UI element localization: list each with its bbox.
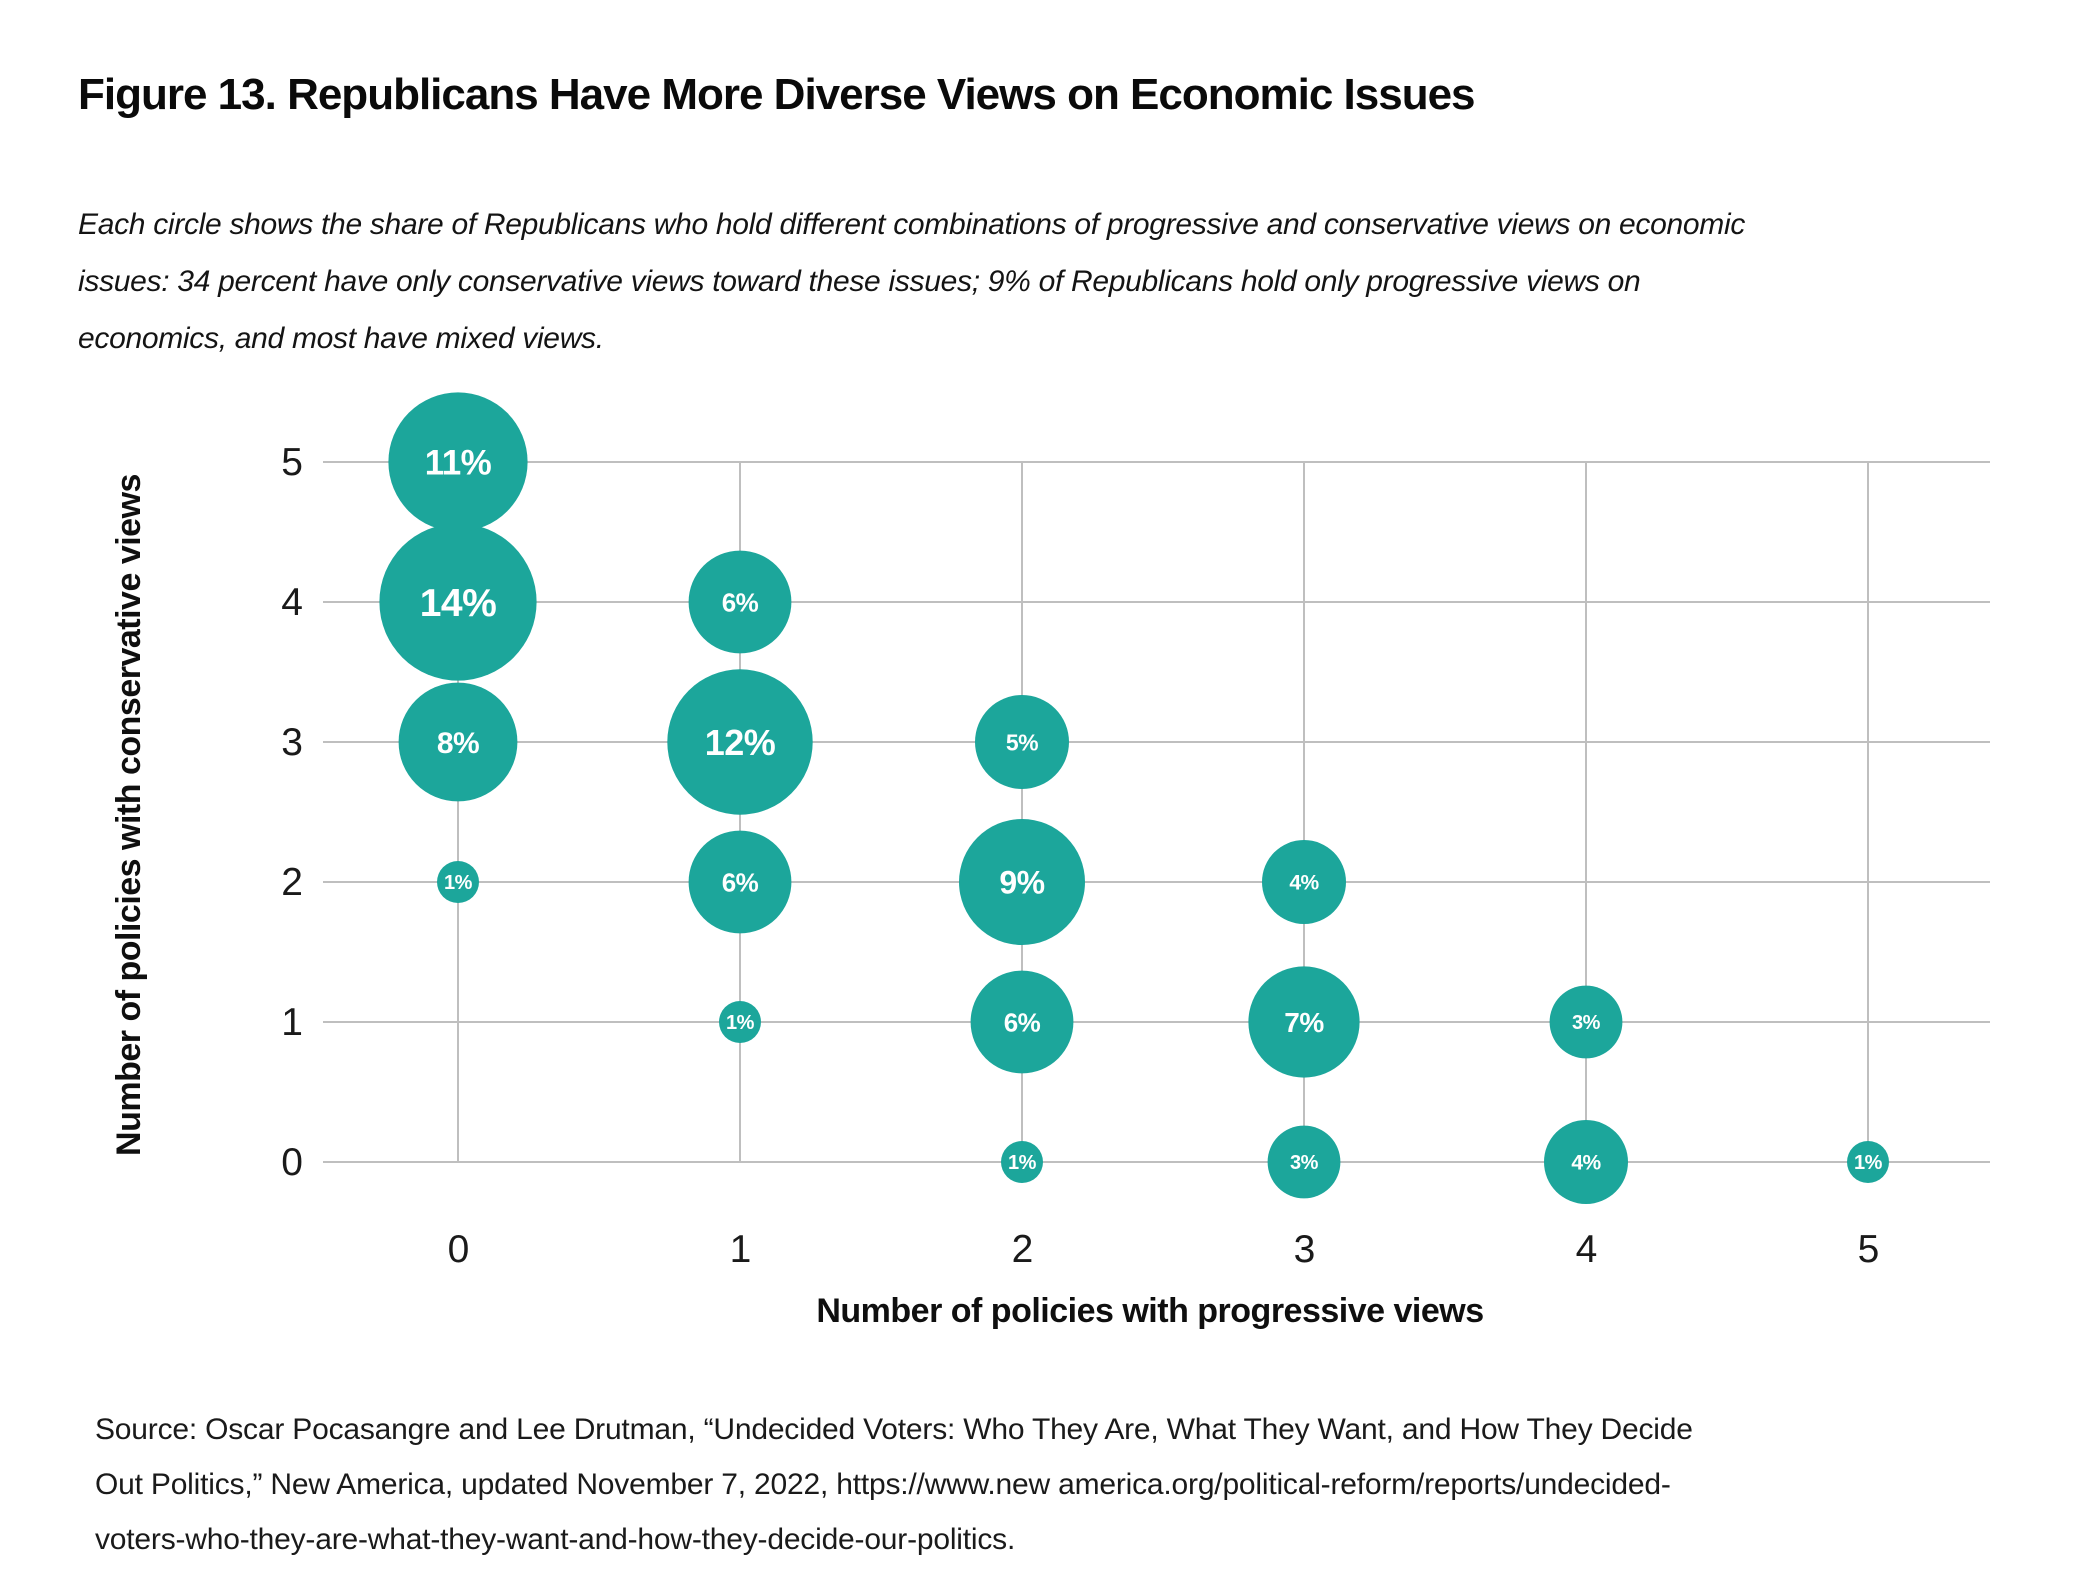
y-tick-label-3: 3 <box>281 721 302 764</box>
horizontal-gridlines <box>323 461 1990 1163</box>
bubble-label: 5% <box>1006 729 1038 755</box>
bubble <box>1549 985 1623 1059</box>
bubble-chart: 0 1 2 3 4 5 0 1 2 3 4 5 Number of policies with co… <box>110 392 1990 1330</box>
source-line-3: voters-who-they-are-what-they-want-and-h… <box>95 1523 1016 1556</box>
bubble-label: 7% <box>1284 1007 1324 1038</box>
y-tick-label-1: 1 <box>281 1001 302 1044</box>
bubble <box>1248 966 1360 1078</box>
bubble <box>688 830 792 934</box>
bubble <box>688 550 792 654</box>
bubble-label: 3% <box>1572 1012 1601 1034</box>
bubble <box>1847 1141 1889 1183</box>
bubble <box>959 819 1085 945</box>
bubble <box>398 682 518 802</box>
bubble-label: 1% <box>1008 1152 1037 1174</box>
figure-subtitle: Each circle shows the share of Republica… <box>78 196 1745 367</box>
bubble <box>1001 1141 1043 1183</box>
bubble-label: 4% <box>1289 872 1319 895</box>
bubble-labels-layer: 14% 12% 11% 9% 8% 7% 6% 6% 6% 5% 4% 4% 3% 3% 1% 1% 1% 1% <box>420 444 1883 1175</box>
bubble-label: 1% <box>444 872 473 894</box>
subtitle-line-1: Each circle shows the share of Republica… <box>78 208 1746 241</box>
x-tick-label-1: 1 <box>730 1228 751 1271</box>
x-axis-tick-labels: 0 1 2 3 4 5 <box>448 1228 1880 1271</box>
bubble-label: 11% <box>425 444 492 483</box>
x-axis-title: Number of policies with progressive view… <box>816 1292 1483 1330</box>
x-tick-label-5: 5 <box>1858 1228 1879 1271</box>
x-tick-label-4: 4 <box>1576 1228 1597 1271</box>
bubble <box>379 523 537 681</box>
y-tick-label-4: 4 <box>281 581 302 624</box>
bubble-label: 14% <box>420 582 497 625</box>
bubble <box>388 392 528 532</box>
bubble-label: 12% <box>705 722 776 763</box>
figure-title: Figure 13. Republicans Have More Diverse… <box>78 70 1476 119</box>
bubble-label: 3% <box>1290 1152 1319 1174</box>
bubble <box>667 669 813 815</box>
bubble-label: 4% <box>1571 1152 1601 1175</box>
x-tick-label-3: 3 <box>1294 1228 1315 1271</box>
y-axis-title: Number of policies with conservative vie… <box>110 474 148 1156</box>
bubble <box>437 861 479 903</box>
source-note: Source: Oscar Pocasangre and Lee Drutman… <box>95 1402 1693 1567</box>
y-tick-label-5: 5 <box>281 441 302 484</box>
bubble-label: 6% <box>722 587 759 617</box>
bubble-label: 6% <box>1004 1007 1041 1037</box>
bubble-label: 6% <box>722 867 759 897</box>
source-line-1: Source: Oscar Pocasangre and Lee Drutman… <box>95 1413 1693 1446</box>
bubble-label: 8% <box>437 727 479 760</box>
bubble-label: 1% <box>726 1012 755 1034</box>
source-line-2: Out Politics,” New America, updated Nove… <box>95 1468 1671 1501</box>
subtitle-line-3: economics, and most have mixed views. <box>78 322 604 355</box>
bubble <box>975 695 1069 789</box>
bubble-label: 9% <box>999 865 1044 901</box>
y-tick-label-0: 0 <box>281 1141 302 1184</box>
bubble <box>719 1001 761 1043</box>
bubbles-layer <box>379 392 1889 1204</box>
x-tick-label-2: 2 <box>1012 1228 1033 1271</box>
bubble <box>970 970 1074 1074</box>
bubble <box>1544 1120 1628 1204</box>
y-tick-label-2: 2 <box>281 861 302 904</box>
x-tick-label-0: 0 <box>448 1228 469 1271</box>
bubble <box>1267 1125 1341 1199</box>
vertical-gridlines <box>457 462 1869 1162</box>
bubble-label: 1% <box>1854 1152 1883 1174</box>
y-axis-tick-labels: 0 1 2 3 4 5 <box>281 441 303 1184</box>
subtitle-line-2: issues: 34 percent have only conservativ… <box>78 265 1641 298</box>
bubble <box>1262 840 1346 924</box>
